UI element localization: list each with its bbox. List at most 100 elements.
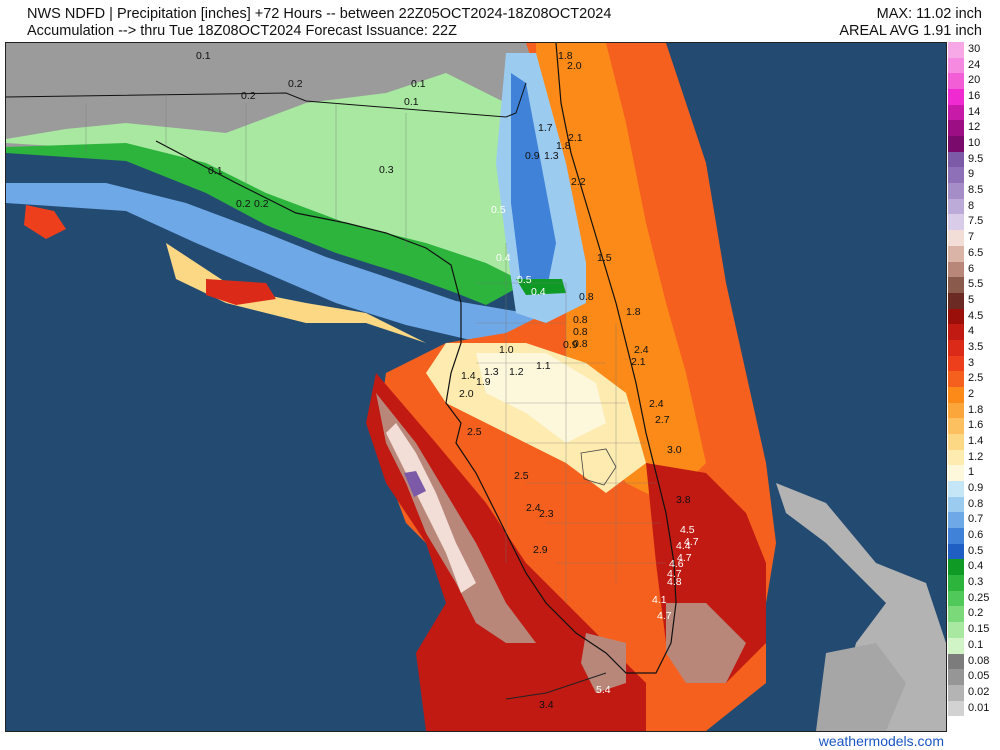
precip-value-label: 2.1 [631, 356, 646, 368]
legend-label: 30 [968, 43, 981, 55]
legend-row: 10 [948, 136, 1000, 152]
legend-swatch [948, 308, 964, 325]
legend-row: 2.5 [948, 371, 1000, 387]
map-label-layer: 0.10.20.20.20.10.10.1 0.30.21.82.01.72.11… [196, 50, 699, 711]
legend-row: 16 [948, 89, 1000, 105]
precip-value-label: 4.7 [677, 552, 692, 564]
legend-label: 0.4 [968, 560, 984, 573]
precip-value-label: 0.2 [288, 78, 303, 90]
legend-label: 3 [968, 356, 975, 369]
legend-swatch [948, 73, 964, 90]
precip-value-label: 0.8 [573, 314, 588, 326]
precip-value-label: 4.7 [684, 536, 699, 548]
bahamas-island [776, 483, 946, 731]
legend-row: 0.1 [948, 637, 1000, 654]
legend-swatch [948, 355, 964, 372]
legend-swatch [948, 167, 964, 184]
legend-row: 14 [948, 104, 1000, 121]
gulf-green-band [6, 143, 526, 305]
legend-label: 0.02 [968, 685, 990, 698]
precip-value-label: 0.8 [579, 291, 594, 303]
legend-row: 1.4 [948, 434, 1000, 450]
legend-swatch [948, 42, 964, 58]
precip-value-label: 0.8 [573, 326, 588, 338]
legend-label: 1.6 [968, 419, 984, 432]
precip-value-label: 2.9 [533, 544, 548, 556]
legend-swatch [948, 371, 964, 387]
legend-swatch [948, 245, 964, 262]
precip-value-label: 0.9 [525, 150, 540, 162]
precip-value-label: 1.2 [509, 366, 524, 378]
legend-label: 8.5 [968, 184, 984, 197]
lake-okeechobee [580, 448, 617, 486]
legend-swatch [948, 402, 964, 419]
legend-row: 7.5 [948, 214, 1000, 231]
bahamas-island-south [816, 643, 906, 731]
precip-value-label: 2.5 [514, 470, 529, 482]
legend-swatch [948, 261, 964, 278]
precip-value-label: 1.0 [499, 344, 514, 356]
precip-value-label: 1.3 [484, 366, 499, 378]
legend-swatch [948, 465, 964, 482]
legend-row: 0.6 [948, 528, 1000, 544]
legend-swatch [948, 151, 964, 168]
legend-label: 8 [968, 199, 975, 212]
precip-value-label: 0.2 [254, 198, 269, 210]
legend-label: 9 [968, 168, 975, 181]
legend-swatch [948, 512, 964, 529]
legend-swatch [948, 89, 964, 105]
legend-row: 0.05 [948, 669, 1000, 685]
legend-row: 0.3 [948, 575, 1000, 591]
panhandle-green [6, 73, 546, 283]
legend-label: 0.15 [968, 623, 990, 636]
legend-label: 1 [968, 466, 975, 479]
legend-swatch [948, 277, 964, 293]
southwest-pale [386, 423, 476, 593]
legend-row: 0.08 [948, 653, 1000, 670]
legend-swatch [948, 183, 964, 199]
legend-swatch [948, 230, 964, 246]
legend-row: 6 [948, 261, 1000, 278]
east-blue-core [511, 73, 556, 293]
precip-value-label: 2.3 [539, 508, 554, 520]
legend-swatch [948, 214, 964, 231]
map-title-line1: NWS NDFD | Precipitation [inches] +72 Ho… [27, 6, 612, 22]
legend-swatch [948, 324, 964, 340]
legend-row: 2 [948, 386, 1000, 403]
precip-value-label: 4.8 [667, 576, 682, 588]
precip-value-label: 4.4 [676, 540, 691, 552]
precip-value-label: 2.4 [649, 398, 664, 410]
legend-label: 1.2 [968, 450, 984, 463]
legend-swatch [948, 292, 964, 309]
precip-value-label: 2.0 [459, 388, 474, 400]
legend-label: 0.08 [968, 654, 990, 667]
precip-value-label: 1.1 [536, 360, 551, 372]
max-value: MAX: 11.02 inch [876, 6, 982, 22]
precip-value-label: 4.5 [680, 524, 695, 536]
precip-value-label: 0.9 [563, 339, 578, 351]
precip-value-label: 0.4 [531, 286, 546, 298]
precip-value-label: 0.1 [196, 50, 211, 62]
legend-row: 0.2 [948, 606, 1000, 623]
legend-row: 24 [948, 57, 1000, 74]
precip-value-label: 0.3 [379, 164, 394, 176]
legend-swatch [948, 104, 964, 121]
map-title-line2: Accumulation --> thru Tue 18Z08OCT2024 F… [27, 23, 457, 39]
legend-label: 0.01 [968, 701, 990, 714]
legend-swatch [948, 684, 964, 701]
legend-label: 4 [968, 325, 975, 338]
legend-row: 1.8 [948, 402, 1000, 419]
precip-value-label: 3.0 [667, 444, 682, 456]
legend-swatch [948, 386, 964, 403]
legend-row: 0.15 [948, 622, 1000, 638]
legend-label: 0.1 [968, 638, 984, 651]
precip-value-label: 3.4 [539, 699, 554, 711]
legend-label: 2 [968, 387, 975, 400]
precip-value-label: 0.5 [517, 274, 532, 286]
precip-value-label: 0.1 [208, 165, 223, 177]
precip-value-label: 2.1 [568, 132, 583, 144]
legend-label: 0.25 [968, 591, 990, 604]
florida-coastline [155, 43, 677, 674]
site-credit[interactable]: weathermodels.com [818, 733, 944, 749]
gulf-red-spot-2 [206, 279, 276, 305]
